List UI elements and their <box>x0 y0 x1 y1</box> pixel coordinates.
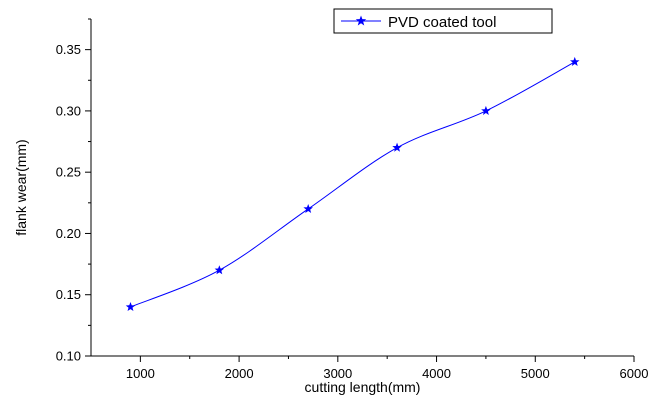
legend-label: PVD coated tool <box>388 14 496 31</box>
data-point-star <box>125 301 136 312</box>
data-point-star <box>481 105 491 115</box>
data-point-star <box>392 142 402 152</box>
x-tick-label: 3000 <box>323 366 352 381</box>
x-tick-label: 5000 <box>521 366 550 381</box>
x-tick-label: 2000 <box>225 366 254 381</box>
y-tick-label: 0.35 <box>56 42 81 57</box>
data-point-star <box>570 56 580 66</box>
y-tick-label: 0.10 <box>56 349 81 364</box>
x-axis: 1000 2000 3000 4000 5000 6000 <box>126 356 649 381</box>
legend: PVD coated tool <box>333 8 553 34</box>
data-point-star <box>214 265 225 275</box>
data-point-star <box>303 203 313 213</box>
x-tick-label: 1000 <box>126 366 155 381</box>
y-axis-title: flank wear(mm) <box>13 139 29 235</box>
y-tick-label: 0.30 <box>56 103 81 118</box>
x-tick-label: 6000 <box>620 366 649 381</box>
y-axis: 0.10 0.15 0.20 0.25 0.30 0.35 <box>56 18 91 364</box>
series-layer <box>125 56 580 312</box>
y-tick-label: 0.20 <box>56 226 81 241</box>
series-line <box>130 61 576 308</box>
y-tick-label: 0.25 <box>56 165 81 180</box>
legend-star-marker <box>355 15 367 26</box>
x-axis-title: cutting length(mm) <box>305 379 421 395</box>
y-tick-label: 0.15 <box>56 287 81 302</box>
plot-area <box>90 19 634 357</box>
x-tick-label: 4000 <box>422 366 451 381</box>
